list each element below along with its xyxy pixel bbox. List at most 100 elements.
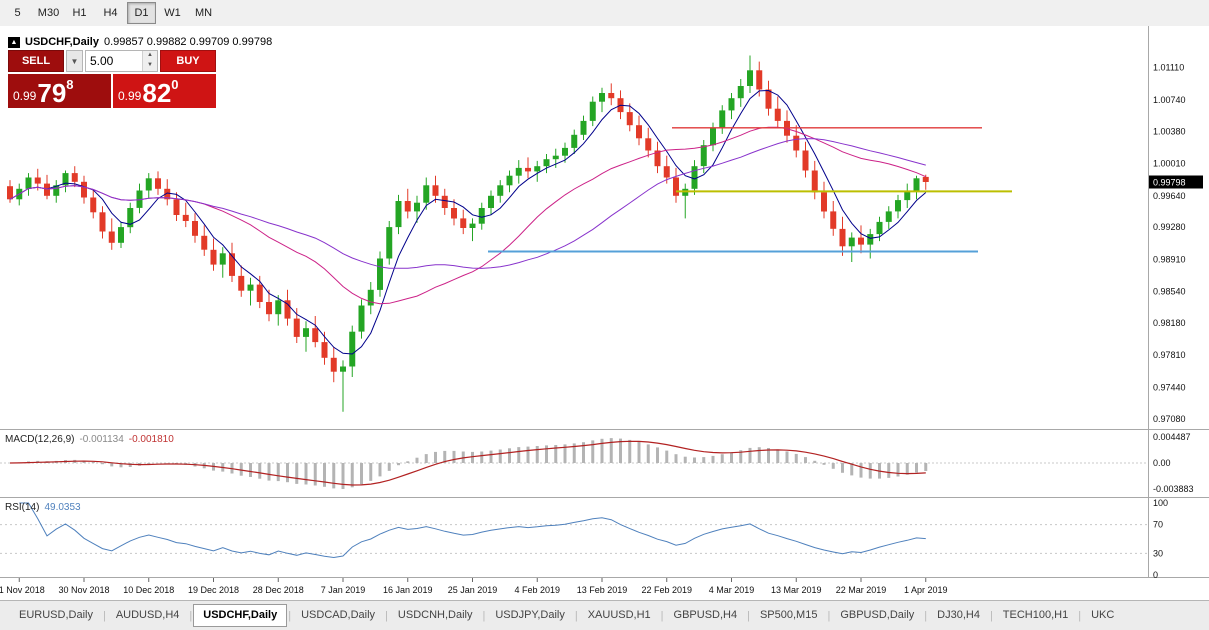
sell-price-button[interactable]: 0.99 79 8: [8, 74, 111, 108]
buy-button[interactable]: BUY: [160, 50, 216, 72]
tab-usdcnh-daily[interactable]: USDCNH,Daily: [397, 609, 473, 621]
tab-separator: |: [1078, 609, 1082, 622]
svg-text:21 Nov 2018: 21 Nov 2018: [0, 585, 45, 595]
svg-text:22 Feb 2019: 22 Feb 2019: [641, 585, 692, 595]
svg-text:0.00: 0.00: [1153, 458, 1171, 468]
timeframe-d1[interactable]: D1: [127, 2, 156, 24]
svg-text:0.99640: 0.99640: [1153, 191, 1186, 201]
tab-xauusd-h1[interactable]: XAUUSD,H1: [587, 609, 651, 621]
tab-ukc[interactable]: UKC: [1091, 609, 1115, 621]
buy-price-prefix: 0.99: [118, 89, 142, 103]
svg-text:7 Jan 2019: 7 Jan 2019: [321, 585, 366, 595]
chart-canvas[interactable]: 1.011101.007401.003801.000100.996400.992…: [0, 26, 1209, 601]
svg-text:4 Mar 2019: 4 Mar 2019: [709, 585, 755, 595]
tab-usdjpy-daily[interactable]: USDJPY,Daily: [495, 609, 565, 621]
chart-symbol-label: ▲ USDCHF,Daily 0.99857 0.99882 0.99709 0…: [8, 36, 272, 48]
tab-separator: |: [288, 609, 292, 622]
tab-tech100-h1[interactable]: TECH100,H1: [1002, 609, 1069, 621]
timeframe-m30[interactable]: M30: [37, 7, 60, 19]
svg-text:0.97810: 0.97810: [1153, 350, 1186, 360]
svg-text:1 Apr 2019: 1 Apr 2019: [904, 585, 948, 595]
macd-indicator-label: MACD(12,26,9) -0.001134 -0.001810: [5, 434, 174, 445]
tab-eurusd-daily[interactable]: EURUSD,Daily: [19, 609, 93, 621]
tab-usdcad-daily[interactable]: USDCAD,Daily: [301, 609, 376, 621]
svg-text:0.99798: 0.99798: [1153, 178, 1186, 188]
svg-text:10 Dec 2018: 10 Dec 2018: [123, 585, 174, 595]
svg-text:13 Mar 2019: 13 Mar 2019: [771, 585, 822, 595]
svg-text:1.00010: 1.00010: [1153, 159, 1186, 169]
svg-text:25 Jan 2019: 25 Jan 2019: [448, 585, 498, 595]
timeframe-toolbar: 5 M30 H1 H4 D1 W1 MN: [0, 0, 1209, 27]
svg-text:28 Dec 2018: 28 Dec 2018: [253, 585, 304, 595]
macd-signal-value: -0.001810: [128, 434, 174, 445]
svg-text:0.004487: 0.004487: [1153, 432, 1191, 442]
tab-separator: |: [827, 609, 831, 622]
macd-main-value: -0.001134: [79, 434, 124, 445]
volume-dropdown-button[interactable]: ▼: [66, 50, 83, 72]
sell-price-pips: 79: [37, 78, 67, 108]
svg-text:0.98180: 0.98180: [1153, 318, 1186, 328]
tab-separator: |: [385, 609, 388, 622]
svg-text:1.00740: 1.00740: [1153, 95, 1186, 105]
buy-price-pips: 82: [142, 78, 172, 108]
chart-window: 1.01110 1.00740 1.00380 1.00010 0.99640 0.992…: [0, 26, 1209, 601]
timeframe-h4[interactable]: H4: [103, 7, 118, 19]
chart-icon: ▲: [8, 36, 20, 48]
tab-audusd-h4[interactable]: AUDUSD,H4: [115, 609, 180, 621]
tab-gbpusd-daily[interactable]: GBPUSD,Daily: [840, 609, 915, 621]
sell-button[interactable]: SELL: [8, 50, 64, 72]
tab-usdchf-daily[interactable]: USDCHF,Daily: [193, 604, 288, 627]
svg-text:-0.003883: -0.003883: [1153, 484, 1194, 494]
volume-down-button[interactable]: ▼: [143, 61, 157, 71]
svg-text:22 Mar 2019: 22 Mar 2019: [836, 585, 887, 595]
svg-text:1.00380: 1.00380: [1153, 126, 1186, 136]
svg-text:0.97080: 0.97080: [1153, 414, 1186, 424]
tab-gbpusd-h4[interactable]: GBPUSD,H4: [673, 609, 738, 621]
tab-separator: |: [102, 609, 106, 622]
rsi-value: 49.0353: [44, 502, 81, 513]
tab-separator: |: [574, 609, 578, 622]
macd-name: MACD(12,26,9): [5, 434, 75, 445]
svg-text:100: 100: [1153, 498, 1168, 508]
timeframe-5[interactable]: 5: [14, 7, 21, 19]
rsi-indicator-label: RSI(14) 49.0353: [5, 502, 81, 513]
svg-text:0.97440: 0.97440: [1153, 382, 1186, 392]
volume-field: ▲ ▼: [85, 50, 158, 72]
svg-text:0.98540: 0.98540: [1153, 287, 1186, 297]
tab-separator: |: [189, 609, 193, 622]
sell-price-fraction: 8: [66, 77, 74, 92]
tab-sp500-m15[interactable]: SP500,M15: [759, 609, 818, 621]
buy-price-fraction: 0: [171, 77, 179, 92]
rsi-name: RSI(14): [5, 502, 40, 513]
tab-separator: |: [924, 609, 928, 622]
svg-text:19 Dec 2018: 19 Dec 2018: [188, 585, 239, 595]
ohlc-values: 0.99857 0.99882 0.99709 0.99798: [103, 36, 273, 48]
tab-separator: |: [482, 609, 486, 622]
buy-price-button[interactable]: 0.99 82 0: [113, 74, 216, 108]
svg-text:0: 0: [1153, 570, 1158, 580]
volume-up-button[interactable]: ▲: [143, 51, 157, 61]
tab-separator: |: [989, 609, 993, 622]
svg-text:1.01110: 1.01110: [1153, 63, 1184, 73]
svg-text:30: 30: [1153, 548, 1163, 558]
svg-text:30 Nov 2018: 30 Nov 2018: [58, 585, 109, 595]
timeframe-h1[interactable]: H1: [72, 7, 87, 19]
svg-text:13 Feb 2019: 13 Feb 2019: [577, 585, 628, 595]
svg-text:4 Feb 2019: 4 Feb 2019: [514, 585, 560, 595]
symbol-period-label: USDCHF,Daily: [25, 36, 99, 48]
svg-text:16 Jan 2019: 16 Jan 2019: [383, 585, 433, 595]
svg-text:0.99280: 0.99280: [1153, 222, 1186, 232]
volume-spinner: ▲ ▼: [142, 51, 157, 71]
svg-text:0.98910: 0.98910: [1153, 254, 1186, 264]
timeframe-w1[interactable]: W1: [164, 7, 181, 19]
one-click-trading-panel: SELL ▼ ▲ ▼ BUY 0.99 79 8 0.9: [8, 50, 220, 108]
volume-input[interactable]: [86, 51, 142, 71]
sell-price-prefix: 0.99: [13, 89, 37, 103]
chart-tab-bar: EURUSD,Daily | AUDUSD,H4 | USDCHF,Daily | USDC…: [0, 600, 1209, 630]
tab-dj30-h4[interactable]: DJ30,H4: [937, 609, 980, 621]
timeframe-mn[interactable]: MN: [194, 7, 213, 19]
svg-text:70: 70: [1153, 520, 1163, 530]
tab-separator: |: [660, 609, 664, 622]
tab-separator: |: [747, 609, 750, 622]
